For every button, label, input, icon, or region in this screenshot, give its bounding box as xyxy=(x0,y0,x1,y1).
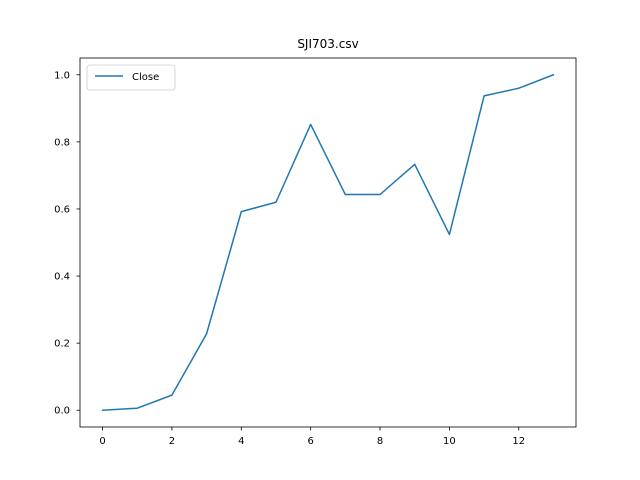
y-tick-label: 0.4 xyxy=(54,272,70,283)
x-tick-label: 6 xyxy=(307,436,313,447)
y-tick-label: 0.2 xyxy=(54,339,70,350)
x-tick-label: 12 xyxy=(512,436,525,447)
x-tick-label: 4 xyxy=(238,436,244,447)
y-tick-label: 0.6 xyxy=(54,204,70,215)
y-tick-label: 0.0 xyxy=(54,406,70,417)
x-tick-label: 2 xyxy=(169,436,175,447)
y-tick-label: 1.0 xyxy=(54,70,70,81)
plot-area xyxy=(80,58,576,427)
legend-box xyxy=(86,64,176,91)
series-line-close xyxy=(101,73,555,412)
x-axis: 0 2 4 6 8 10 12 xyxy=(99,427,525,447)
x-tick-label: 10 xyxy=(443,436,456,447)
series-layer xyxy=(101,73,555,412)
y-axis: 0.0 0.2 0.4 0.6 0.8 1.0 xyxy=(54,70,80,417)
plot-frame xyxy=(79,57,577,428)
chart-title: SJI703.csv xyxy=(297,37,358,51)
x-tick-label: 0 xyxy=(99,436,105,447)
x-tick-label: 8 xyxy=(377,436,383,447)
y-tick-label: 0.8 xyxy=(54,137,70,148)
legend-label-close: Close xyxy=(132,72,159,83)
legend: Close xyxy=(86,64,176,91)
